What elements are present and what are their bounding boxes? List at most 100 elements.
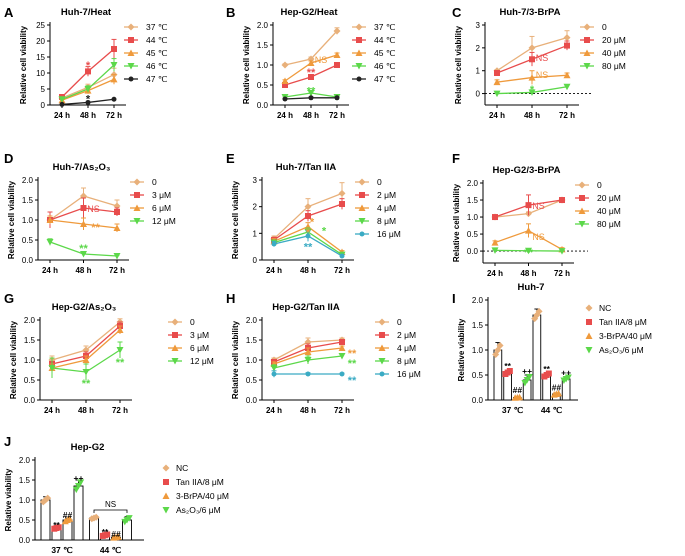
y-axis-label: Relative cell viability bbox=[231, 180, 240, 259]
data-point bbox=[334, 62, 340, 68]
significance-label: ** bbox=[348, 358, 357, 370]
significance-label: ## bbox=[111, 529, 121, 539]
y-tick-label: 2 bbox=[476, 44, 481, 53]
panel-letter: I bbox=[452, 291, 456, 306]
data-point bbox=[525, 202, 532, 209]
significance-label: NS bbox=[532, 232, 545, 242]
x-tick-label: 37 ℃ bbox=[51, 545, 73, 555]
significance-label: ** bbox=[524, 247, 533, 259]
data-point bbox=[80, 220, 87, 227]
data-point bbox=[111, 96, 117, 102]
panel-title: Huh-7 bbox=[518, 282, 545, 293]
data-point bbox=[558, 248, 566, 255]
panel-a: A Huh-7/Heat 0 5 10 15 20 25 Relative cell viabi… bbox=[4, 5, 168, 120]
legend-marker bbox=[359, 192, 365, 198]
x-tick-label: 44 ℃ bbox=[541, 405, 563, 415]
series-1 bbox=[51, 524, 111, 541]
panel-letter: H bbox=[226, 291, 235, 306]
legend-marker bbox=[128, 76, 134, 82]
legend-label: NC bbox=[599, 303, 611, 313]
legend-marker bbox=[171, 318, 179, 326]
data-point bbox=[111, 46, 117, 52]
x-tick-label: 48 h bbox=[303, 111, 319, 120]
legend-marker bbox=[586, 319, 592, 325]
legend-marker bbox=[378, 344, 386, 351]
data-point bbox=[48, 365, 56, 372]
replicate-point bbox=[92, 513, 100, 521]
legend: NC Tan IIA/8 μM 3-BrPA/40 μM As₂O₃/6 μM bbox=[162, 463, 229, 515]
data-point bbox=[338, 189, 346, 197]
replicate-point bbox=[55, 524, 62, 531]
series-2 bbox=[270, 344, 346, 367]
legend-marker bbox=[128, 37, 134, 43]
legend-label: 80 μM bbox=[602, 61, 626, 71]
legend-label: 20 μM bbox=[597, 193, 621, 203]
legend: 0 3 μM 6 μM 12 μM bbox=[168, 317, 214, 366]
data-point bbox=[307, 59, 315, 66]
y-tick-label: 0.0 bbox=[467, 247, 479, 256]
y-tick-label: 0.0 bbox=[257, 101, 269, 110]
x-tick-label: 24 h bbox=[54, 111, 70, 120]
legend-marker bbox=[578, 181, 586, 189]
series-3 bbox=[493, 83, 571, 98]
y-tick-label: 0.5 bbox=[24, 376, 36, 385]
x-tick-label: 48 h bbox=[75, 266, 91, 275]
data-point bbox=[282, 82, 288, 88]
panel-f: F Hep-G2/3-BrPA 0.0 0.5 1.0 1.5 2.0 Relative ce… bbox=[452, 151, 621, 278]
data-point bbox=[305, 213, 311, 219]
legend-marker bbox=[355, 63, 363, 70]
replicate-point bbox=[66, 515, 74, 522]
y-tick-label: 1.0 bbox=[257, 61, 269, 70]
data-point bbox=[339, 253, 345, 259]
significance-label: ## bbox=[513, 385, 523, 395]
replicate-point bbox=[535, 307, 543, 315]
y-axis-label: Relative cell viability bbox=[9, 320, 18, 399]
legend-label: As₂O₃/6 μM bbox=[176, 505, 221, 515]
data-point bbox=[493, 90, 501, 98]
legend-label: 0 bbox=[152, 177, 157, 187]
significance-label: ** bbox=[79, 243, 88, 255]
legend-marker bbox=[379, 371, 385, 377]
y-tick-label: 0.5 bbox=[19, 516, 31, 525]
panel-h: H Hep-G2/Tan IIA 0.0 0.5 1.0 1.5 2.0 Relative c… bbox=[226, 291, 421, 415]
panel-title: Huh-7/Heat bbox=[61, 7, 112, 18]
y-tick-label: 1.0 bbox=[246, 356, 258, 365]
legend-label: 8 μM bbox=[397, 356, 416, 366]
legend-label: NC bbox=[176, 463, 188, 473]
y-tick-label: 0.5 bbox=[257, 81, 269, 90]
legend-label: 2 μM bbox=[397, 330, 416, 340]
legend-marker bbox=[578, 221, 586, 228]
data-point bbox=[307, 90, 315, 97]
data-point bbox=[525, 227, 532, 234]
data-point bbox=[270, 365, 278, 372]
y-tick-label: 1.5 bbox=[472, 321, 484, 330]
legend-marker bbox=[127, 63, 135, 70]
data-point bbox=[114, 209, 120, 215]
significance-label: ** bbox=[91, 222, 100, 234]
legend-label: 6 μM bbox=[190, 343, 209, 353]
x-tick-label: 72 h bbox=[112, 406, 128, 415]
x-tick-label: 24 h bbox=[487, 269, 503, 278]
significance-label: * bbox=[86, 94, 91, 106]
replicate-point bbox=[77, 479, 85, 486]
significance-label: ++ bbox=[561, 368, 571, 378]
legend-label: 0 bbox=[377, 177, 382, 187]
data-point bbox=[528, 44, 536, 52]
series-2 bbox=[281, 51, 341, 84]
x-tick-label: 48 h bbox=[520, 269, 536, 278]
series-1 bbox=[494, 40, 570, 76]
y-tick-label: 2 bbox=[253, 203, 258, 212]
significance-label: * bbox=[86, 60, 91, 72]
significance-label: ** bbox=[102, 527, 109, 537]
x-tick-label: 24 h bbox=[266, 406, 282, 415]
data-point bbox=[563, 34, 571, 42]
panel-title: Hep-G2/As₂O₃ bbox=[52, 302, 117, 313]
data-point bbox=[82, 369, 90, 376]
data-point bbox=[493, 78, 501, 86]
data-point bbox=[110, 62, 118, 69]
legend-label: 0 bbox=[397, 317, 402, 327]
legend-marker bbox=[171, 358, 179, 365]
x-tick-label: 72 h bbox=[106, 111, 122, 120]
data-point bbox=[491, 239, 499, 246]
series-3 bbox=[58, 58, 118, 103]
